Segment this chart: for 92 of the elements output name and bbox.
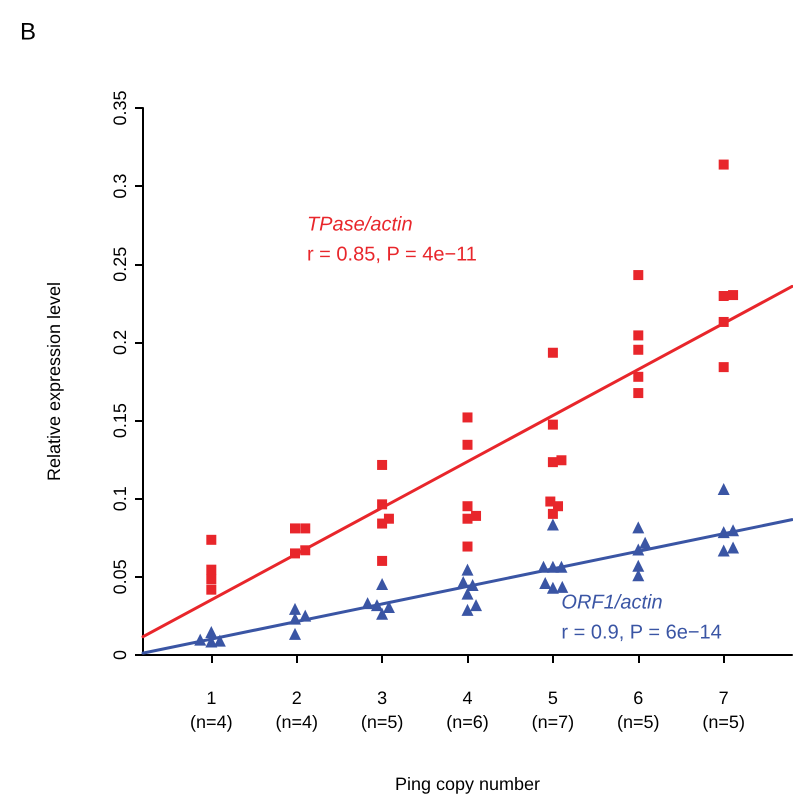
point xyxy=(457,576,470,588)
point xyxy=(555,560,568,573)
point xyxy=(632,521,644,534)
x-tick-label: 1 xyxy=(206,688,216,708)
text: (n=4) xyxy=(190,712,233,732)
y-tick-label: 0.15 xyxy=(110,403,130,438)
point xyxy=(462,604,474,616)
point xyxy=(362,597,374,610)
point xyxy=(214,634,226,647)
point xyxy=(556,455,566,466)
series-label: ORF1/actin xyxy=(561,591,663,614)
x-tick-label: 3 xyxy=(377,688,388,708)
point xyxy=(462,501,472,512)
y-tick-label: 0 xyxy=(110,650,130,660)
point xyxy=(470,599,482,612)
point xyxy=(632,560,644,572)
x-tick-label: 7 xyxy=(718,688,729,708)
point xyxy=(718,483,730,496)
point xyxy=(462,440,472,450)
point xyxy=(194,634,206,646)
point xyxy=(377,499,388,510)
text: (n=7) xyxy=(532,712,574,732)
point xyxy=(206,584,216,595)
point xyxy=(718,160,729,170)
point xyxy=(206,534,216,545)
point xyxy=(548,348,558,358)
point xyxy=(206,574,216,584)
point xyxy=(556,580,568,593)
point xyxy=(548,420,558,430)
point xyxy=(299,610,312,622)
y-tick-label: 0.35 xyxy=(110,90,130,126)
point xyxy=(377,460,388,470)
point xyxy=(462,564,474,576)
point xyxy=(727,524,740,536)
point xyxy=(539,576,552,589)
x-tick-label: 4 xyxy=(462,688,473,708)
point xyxy=(462,588,474,600)
point xyxy=(553,501,564,512)
text: (n=5) xyxy=(702,712,745,732)
point xyxy=(633,330,644,340)
x-tick-label: 2 xyxy=(292,688,302,708)
point xyxy=(205,626,218,638)
x-tick-label: 6 xyxy=(633,688,644,708)
point xyxy=(718,362,729,372)
y-tick-label: 0.05 xyxy=(110,559,130,594)
text: (n=5) xyxy=(360,712,404,732)
point xyxy=(633,270,644,280)
point xyxy=(546,518,559,530)
text: (n=6) xyxy=(446,712,489,732)
point xyxy=(377,556,388,566)
point xyxy=(462,542,472,552)
y-axis-title: Relative expression level xyxy=(44,282,64,482)
point xyxy=(376,578,388,590)
point xyxy=(633,344,644,355)
point xyxy=(632,544,644,556)
point xyxy=(300,545,310,556)
point xyxy=(548,508,558,519)
y-tick-label: 0.25 xyxy=(110,246,130,282)
point xyxy=(289,602,302,615)
point xyxy=(384,514,394,524)
point xyxy=(289,628,302,640)
text: (n=4) xyxy=(275,712,318,732)
point xyxy=(728,290,738,300)
point xyxy=(727,541,740,554)
point xyxy=(546,582,559,594)
x-tick-label: 5 xyxy=(548,688,558,708)
point xyxy=(633,388,644,398)
point xyxy=(639,536,652,549)
point xyxy=(633,372,644,382)
y-tick-label: 0.3 xyxy=(110,174,130,199)
point xyxy=(370,599,383,612)
x-axis-title: Ping copy number xyxy=(394,774,540,794)
point xyxy=(376,608,388,620)
point xyxy=(718,526,730,538)
text: TPase/actin xyxy=(306,213,413,236)
point xyxy=(718,544,730,556)
point xyxy=(462,412,472,422)
point xyxy=(718,291,729,302)
y-tick-label: 0.2 xyxy=(110,330,130,355)
point xyxy=(290,523,300,534)
point xyxy=(300,523,310,534)
text: B xyxy=(20,18,36,46)
point xyxy=(471,510,482,521)
y-tick-label: 0.1 xyxy=(110,486,130,512)
annotation: r = 0.85, P = 4e−11 xyxy=(306,243,477,266)
annotation: r = 0.9, P = 6e−14 xyxy=(561,621,722,644)
text: (n=5) xyxy=(617,712,660,732)
point xyxy=(466,578,479,591)
point xyxy=(538,560,550,573)
point xyxy=(290,548,300,558)
point xyxy=(206,564,216,575)
point xyxy=(718,316,729,327)
